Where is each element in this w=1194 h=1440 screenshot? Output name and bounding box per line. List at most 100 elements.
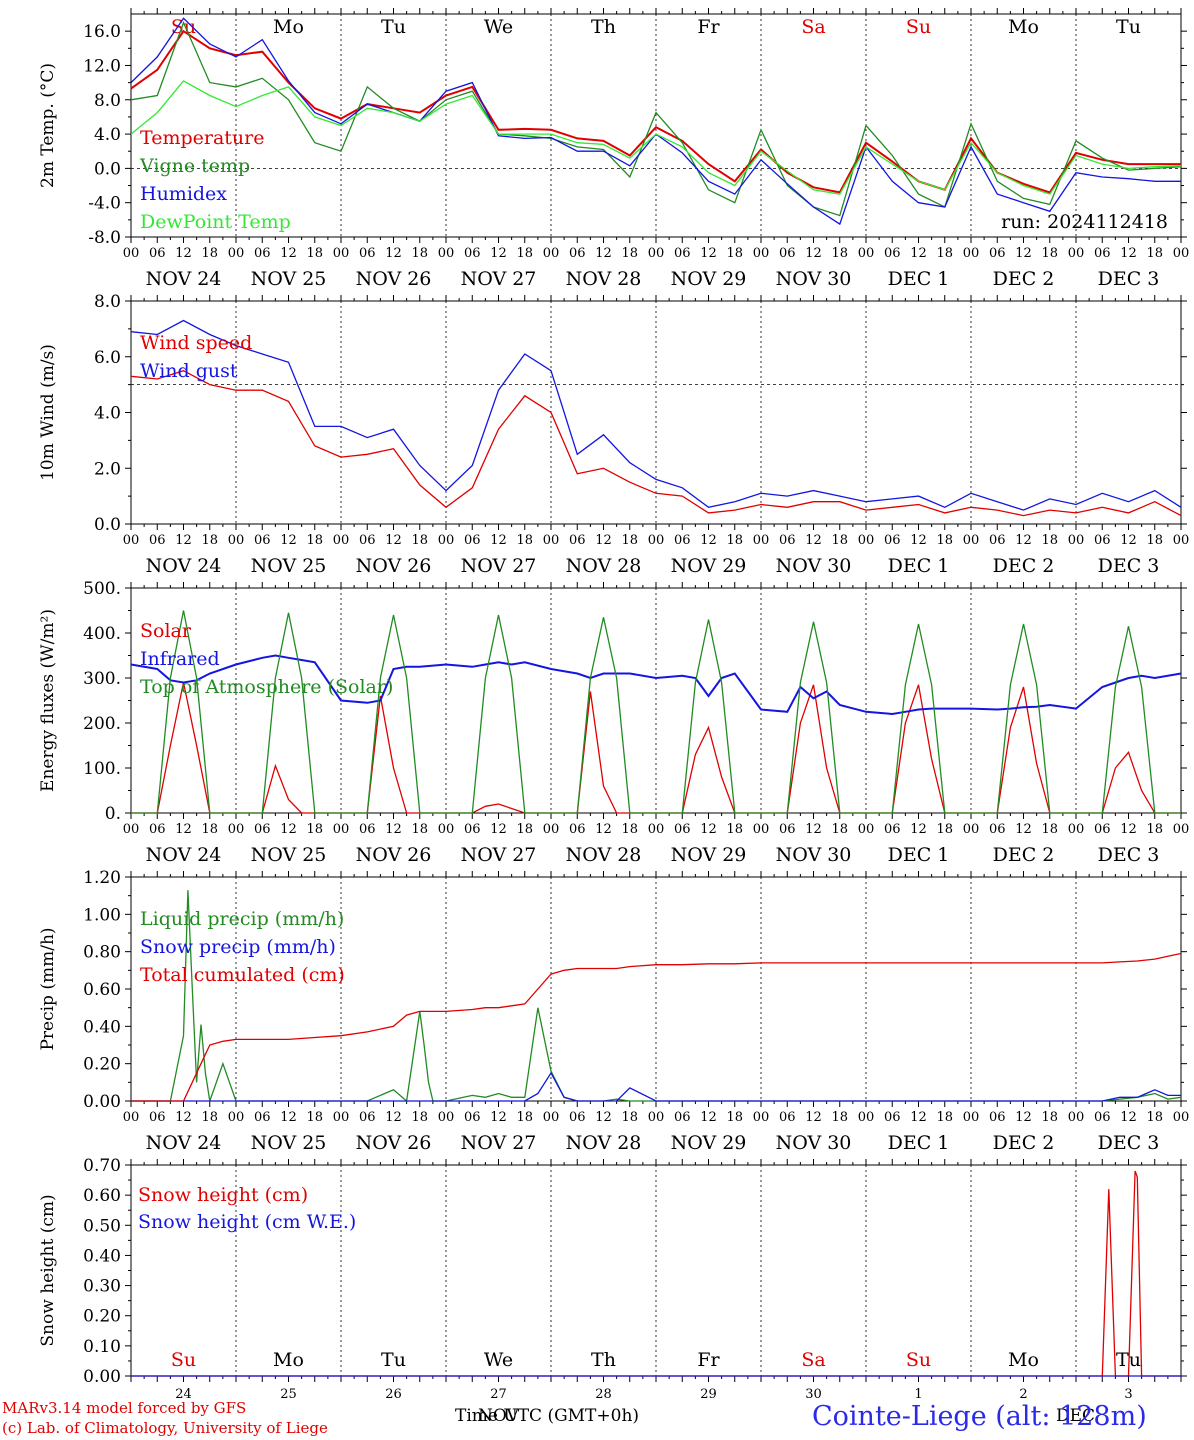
legend-entry: Snow height (cm W.E.) [138, 1211, 356, 1233]
hour-tick-label: 00 [963, 246, 980, 261]
hour-tick-label: 12 [595, 533, 612, 548]
y-tick-label: 0.30 [83, 1277, 121, 1297]
y-axis-title: 2m Temp. (°C) [38, 63, 58, 188]
hour-tick-label: 00 [648, 533, 665, 548]
weekday-label: Su [906, 16, 931, 38]
hour-tick-label: 12 [595, 822, 612, 837]
hour-tick-label: 06 [359, 246, 376, 261]
hour-tick-label: 06 [359, 1110, 376, 1125]
day-label: NOV 24 [146, 1132, 222, 1154]
day-label: NOV 25 [251, 1132, 327, 1154]
day-label: NOV 28 [566, 555, 642, 577]
day-label: DEC 3 [1098, 844, 1160, 866]
day-label: NOV 26 [356, 268, 432, 290]
y-tick-label: 4.0 [94, 125, 121, 145]
lab-credit: (c) Lab. of Climatology, University of L… [2, 1419, 328, 1437]
y-tick-label: 6.0 [94, 348, 121, 368]
y-tick-label: 0.20 [83, 1307, 121, 1327]
hour-tick-label: 00 [543, 1110, 560, 1125]
hour-tick-label: 12 [805, 822, 822, 837]
legend-entry: Solar [140, 620, 192, 642]
series-line-total-cumulated-cm- [131, 952, 1182, 1102]
hour-tick-label: 00 [543, 246, 560, 261]
hour-tick-label: 12 [385, 246, 402, 261]
y-tick-label: 0.00 [83, 1092, 121, 1112]
weekday-label: Tu [381, 1349, 406, 1371]
hour-tick-label: 18 [516, 1110, 533, 1125]
legend-entry: Liquid precip (mm/h) [140, 908, 344, 930]
hour-tick-label: 12 [490, 246, 507, 261]
hour-tick-label: 06 [1094, 246, 1111, 261]
hour-tick-label: 12 [175, 822, 192, 837]
hour-tick-label: 18 [516, 533, 533, 548]
hour-tick-label: 12 [280, 1110, 297, 1125]
hour-tick-label: 12 [1120, 1110, 1137, 1125]
hour-tick-label: 18 [1146, 246, 1163, 261]
hour-tick-label: 12 [1015, 246, 1032, 261]
hour-tick-label: 18 [831, 533, 848, 548]
hour-tick-label: 12 [1120, 822, 1137, 837]
hour-tick-label: 00 [858, 822, 875, 837]
hour-tick-label: 06 [989, 822, 1006, 837]
weekday-label: Su [906, 1349, 931, 1371]
hour-tick-label: 00 [1173, 1110, 1190, 1125]
hour-tick-label: 06 [569, 1110, 586, 1125]
weekday-label: Sa [801, 1349, 825, 1371]
hour-tick-label: 18 [621, 822, 638, 837]
hour-tick-label: 18 [201, 1110, 218, 1125]
hour-tick-label: 12 [700, 246, 717, 261]
weekday-label: Mo [1008, 16, 1039, 38]
legend-entry: Infrared [140, 648, 220, 670]
series-line-snow-precip-mm-h- [131, 1071, 1181, 1102]
hour-tick-label: 06 [674, 533, 691, 548]
hour-tick-label: 12 [910, 822, 927, 837]
hour-tick-label: 00 [753, 533, 770, 548]
hour-tick-label: 00 [753, 1110, 770, 1125]
model-credit: MARv3.14 model forced by GFS [2, 1399, 247, 1417]
hour-tick-label: 18 [411, 822, 428, 837]
legend-entry: Wind speed [140, 332, 252, 354]
hour-tick-label: 06 [674, 822, 691, 837]
weekday-label: Sa [801, 16, 825, 38]
day-label: DEC 1 [888, 1132, 950, 1154]
hour-tick-label: 06 [254, 1110, 271, 1125]
day-number-label: 30 [805, 1387, 822, 1402]
hour-tick-label: 12 [175, 246, 192, 261]
y-tick-label: 0.20 [83, 1055, 121, 1075]
weekday-label: Mo [1008, 1349, 1039, 1371]
hour-tick-label: 12 [910, 533, 927, 548]
hour-tick-label: 12 [385, 1110, 402, 1125]
day-label: NOV 30 [776, 844, 852, 866]
hour-tick-label: 06 [884, 1110, 901, 1125]
day-number-label: 1 [914, 1387, 922, 1402]
day-number-label: 2 [1019, 1387, 1027, 1402]
hour-tick-label: 18 [201, 822, 218, 837]
y-tick-label: 8.0 [94, 91, 121, 111]
day-label: NOV 29 [671, 555, 747, 577]
hour-tick-label: 00 [1068, 822, 1085, 837]
legend-entry: Temperature [140, 127, 264, 149]
hour-tick-label: 06 [674, 246, 691, 261]
hour-tick-label: 06 [569, 246, 586, 261]
y-tick-label: 0.40 [83, 1017, 121, 1037]
hour-tick-label: 18 [936, 822, 953, 837]
hour-tick-label: 18 [621, 246, 638, 261]
hour-tick-label: 18 [411, 533, 428, 548]
hour-tick-label: 12 [1015, 1110, 1032, 1125]
hour-tick-label: 18 [936, 533, 953, 548]
hour-tick-label: 18 [621, 533, 638, 548]
day-number-label: 25 [280, 1387, 297, 1402]
series-line-wind-gust [130, 319, 1182, 511]
hour-tick-label: 18 [306, 1110, 323, 1125]
y-tick-label: 100. [83, 759, 121, 779]
day-label: DEC 2 [993, 1132, 1055, 1154]
hour-tick-label: 06 [779, 1110, 796, 1125]
day-label: NOV 25 [251, 268, 327, 290]
station-label: Cointe-Liege (alt: 128m) [812, 1401, 1147, 1432]
hour-tick-label: 00 [228, 822, 245, 837]
hour-tick-label: 06 [464, 246, 481, 261]
hour-tick-label: 00 [228, 533, 245, 548]
day-label: DEC 1 [888, 844, 950, 866]
hour-tick-label: 12 [490, 533, 507, 548]
